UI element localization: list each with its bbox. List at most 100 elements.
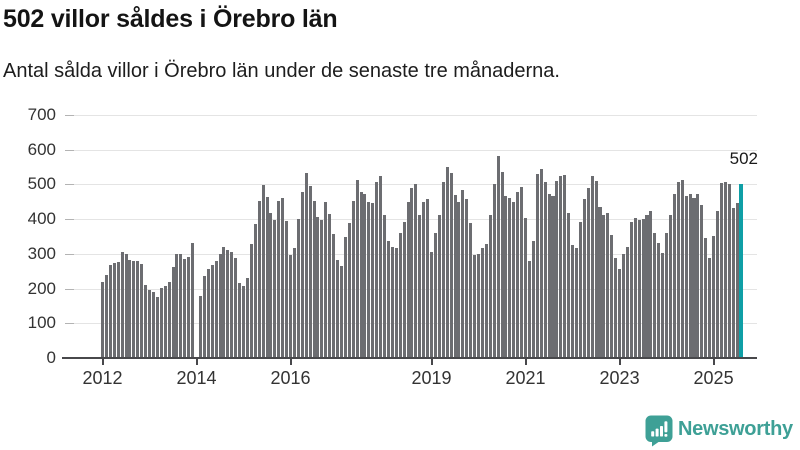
- bar: [371, 203, 375, 358]
- bar: [676, 182, 680, 358]
- bar: [684, 195, 688, 358]
- bar: [187, 256, 191, 358]
- bar: [492, 184, 496, 358]
- bar: [672, 194, 676, 358]
- bar: [520, 186, 524, 358]
- bar: [320, 219, 324, 358]
- bar: [171, 267, 175, 358]
- bar: [167, 281, 171, 358]
- bar: [261, 184, 265, 358]
- bar: [704, 238, 708, 358]
- x-tick: [618, 359, 621, 365]
- y-axis-tick-label: 200: [27, 278, 56, 298]
- bar: [304, 173, 308, 358]
- bar: [637, 219, 641, 358]
- bar: [343, 236, 347, 358]
- bar: [551, 195, 555, 358]
- bar: [285, 220, 289, 358]
- bar: [383, 214, 387, 358]
- bar: [163, 286, 167, 358]
- bar: [594, 180, 598, 358]
- bar: [104, 275, 108, 358]
- bar: [296, 219, 300, 358]
- bar: [712, 235, 716, 358]
- bar: [524, 218, 528, 358]
- bar: [379, 176, 383, 358]
- bar: [641, 219, 645, 358]
- x-tick: [195, 359, 198, 365]
- y-tick: [65, 219, 74, 221]
- x-tick: [289, 359, 292, 365]
- bar: [465, 199, 469, 358]
- bar: [508, 197, 512, 358]
- bar: [457, 202, 461, 358]
- bar: [453, 194, 457, 358]
- chart-subtitle: Antal sålda villor i Örebro län under de…: [3, 60, 560, 82]
- bar: [461, 189, 465, 358]
- bar: [719, 183, 723, 358]
- bar: [504, 195, 508, 358]
- bar: [516, 192, 520, 358]
- x-axis-tick-label: 2023: [599, 368, 640, 388]
- gridline: [65, 115, 757, 116]
- bar: [469, 223, 473, 358]
- bar: [226, 250, 230, 358]
- bar: [563, 175, 567, 358]
- x-axis-tick-label: 2025: [693, 368, 734, 388]
- bar: [332, 234, 336, 358]
- bar: [289, 254, 293, 358]
- bar: [610, 235, 614, 358]
- bar: [128, 260, 132, 358]
- y-tick: [65, 288, 74, 290]
- bar: [410, 187, 414, 358]
- bar: [155, 296, 159, 358]
- bar: [512, 201, 516, 358]
- bar: [692, 197, 696, 358]
- bar: [426, 199, 430, 358]
- bar: [535, 174, 539, 358]
- gridline: [65, 149, 757, 151]
- bar: [418, 214, 422, 358]
- bar: [449, 172, 453, 358]
- bar: [292, 248, 296, 358]
- x-axis-tick-label: 2021: [505, 368, 546, 388]
- bar: [696, 194, 700, 358]
- bar: [336, 260, 340, 358]
- bar: [445, 166, 449, 358]
- bar: [633, 218, 637, 358]
- bar: [281, 197, 285, 358]
- bar: [480, 248, 484, 358]
- bar: [277, 201, 281, 358]
- bar: [159, 288, 163, 358]
- bar: [148, 289, 152, 358]
- bar: [602, 214, 606, 358]
- latest-value-label: 502: [729, 149, 758, 168]
- y-tick: [65, 184, 74, 186]
- bar: [249, 244, 253, 358]
- bar: [269, 213, 273, 358]
- gridline: [65, 184, 757, 186]
- bar: [112, 262, 116, 358]
- bar: [688, 194, 692, 358]
- bar: [723, 182, 727, 358]
- bar: [645, 214, 649, 358]
- bar: [218, 253, 222, 358]
- bar: [183, 259, 187, 358]
- bar: [649, 210, 653, 358]
- bar: [543, 181, 547, 358]
- bar: [124, 254, 128, 358]
- bar: [390, 246, 394, 358]
- bar: [582, 199, 586, 358]
- newsworthy-bubble-chart-icon: [645, 415, 673, 447]
- bar: [731, 208, 735, 358]
- x-axis-tick-label: 2014: [176, 368, 217, 388]
- bar: [175, 253, 179, 358]
- bar: [324, 201, 328, 358]
- bar: [116, 262, 120, 358]
- x-tick: [430, 359, 433, 365]
- bar: [367, 201, 371, 358]
- bar: [488, 214, 492, 358]
- x-tick: [101, 359, 104, 365]
- x-axis-tick-label: 2016: [270, 368, 311, 388]
